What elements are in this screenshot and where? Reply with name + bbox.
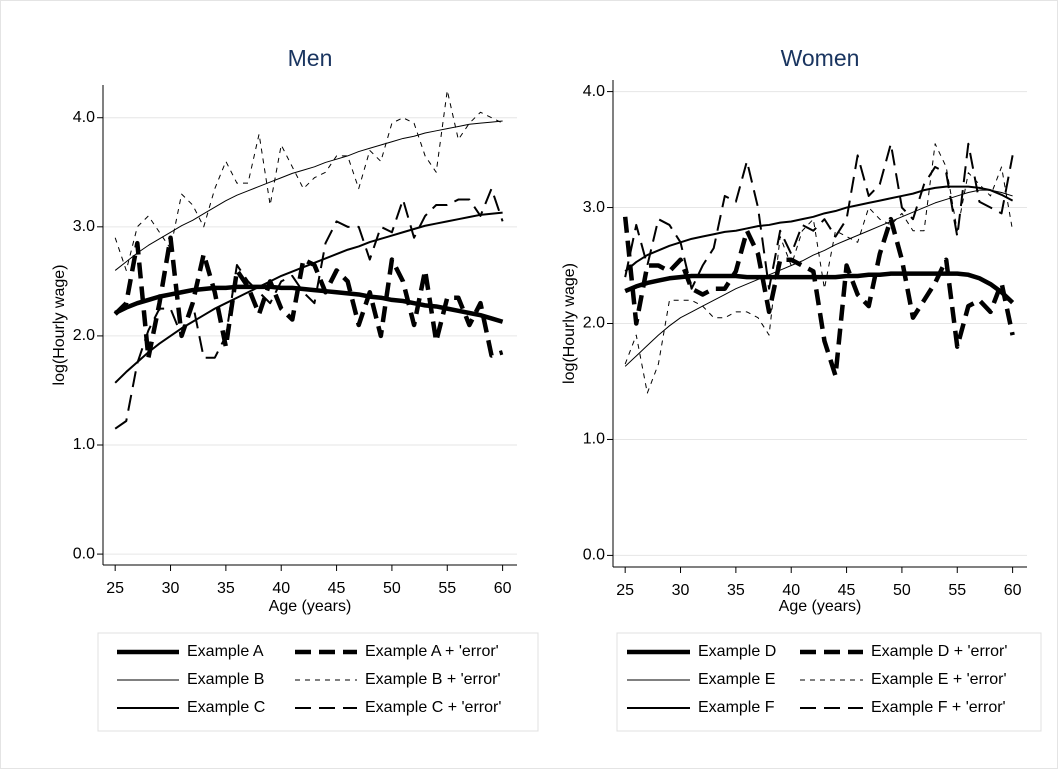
x-tick-label: 25 (106, 580, 124, 597)
series-line (114, 89, 503, 271)
legend-label: Example D + 'error' (871, 643, 1007, 660)
x-tick-label: 45 (328, 580, 346, 597)
y-tick-label: 4.0 (583, 83, 605, 100)
legend-label: Example D (698, 643, 776, 660)
y-tick-label: 0.0 (73, 545, 95, 562)
series-line (113, 235, 504, 360)
legend-label: Example A + 'error' (365, 643, 499, 660)
legend-label: Example E + 'error' (871, 671, 1007, 688)
series-line (624, 142, 1014, 290)
x-tick-label: 50 (383, 580, 401, 597)
y-tick-label: 3.0 (583, 199, 605, 216)
legend-label: Example B + 'error' (365, 671, 501, 688)
legend-label: Example E (698, 671, 775, 688)
y-tick-label: 2.0 (583, 315, 605, 332)
series-line (114, 211, 503, 384)
y-tick-label: 4.0 (73, 109, 95, 126)
legend-label: Example F (698, 699, 775, 716)
y-tick-label: 0.0 (583, 547, 605, 564)
x-tick-label: 55 (438, 580, 456, 597)
y-axis-label: log(Hourly wage) (51, 265, 68, 386)
series-line (114, 284, 504, 324)
chart-title: Women (781, 45, 860, 71)
series-line (624, 143, 1014, 394)
x-tick-label: 40 (272, 580, 290, 597)
y-tick-label: 3.0 (73, 218, 95, 235)
legend-label: Example B (187, 671, 264, 688)
y-axis-label: log(Hourly wage) (561, 263, 578, 384)
x-tick-label: 40 (782, 582, 800, 599)
x-tick-label: 45 (838, 582, 856, 599)
chart-title: Men (288, 45, 333, 71)
y-tick-label: 2.0 (73, 327, 95, 344)
x-tick-label: 35 (217, 580, 235, 597)
x-axis-label: Age (years) (269, 598, 352, 615)
legend-label: Example C (187, 699, 265, 716)
x-tick-label: 35 (727, 582, 745, 599)
panel: Men Age (years) log(Hourly wage) 0.0 1.0 2.0 3… (51, 45, 539, 732)
x-tick-label: 60 (1004, 582, 1022, 599)
legend-box (97, 632, 539, 732)
y-tick-label: 1.0 (583, 431, 605, 448)
series-line (114, 120, 503, 271)
x-axis-label: Age (years) (779, 598, 862, 615)
legend-label: Example F + 'error' (871, 699, 1006, 716)
x-tick-label: 30 (162, 580, 180, 597)
x-tick-label: 60 (494, 580, 512, 597)
x-tick-label: 50 (893, 582, 911, 599)
x-tick-label: 25 (616, 582, 634, 599)
panel: Women Age (years) log(Hourly wage) 0.0 1.0 2.… (561, 45, 1042, 732)
series-line (114, 187, 504, 430)
legend-label: Example A (187, 643, 264, 660)
legend-label: Example C + 'error' (365, 699, 501, 716)
y-tick-label: 1.0 (73, 436, 95, 453)
x-tick-label: 55 (948, 582, 966, 599)
x-tick-label: 30 (672, 582, 690, 599)
legend-box (616, 632, 1042, 732)
